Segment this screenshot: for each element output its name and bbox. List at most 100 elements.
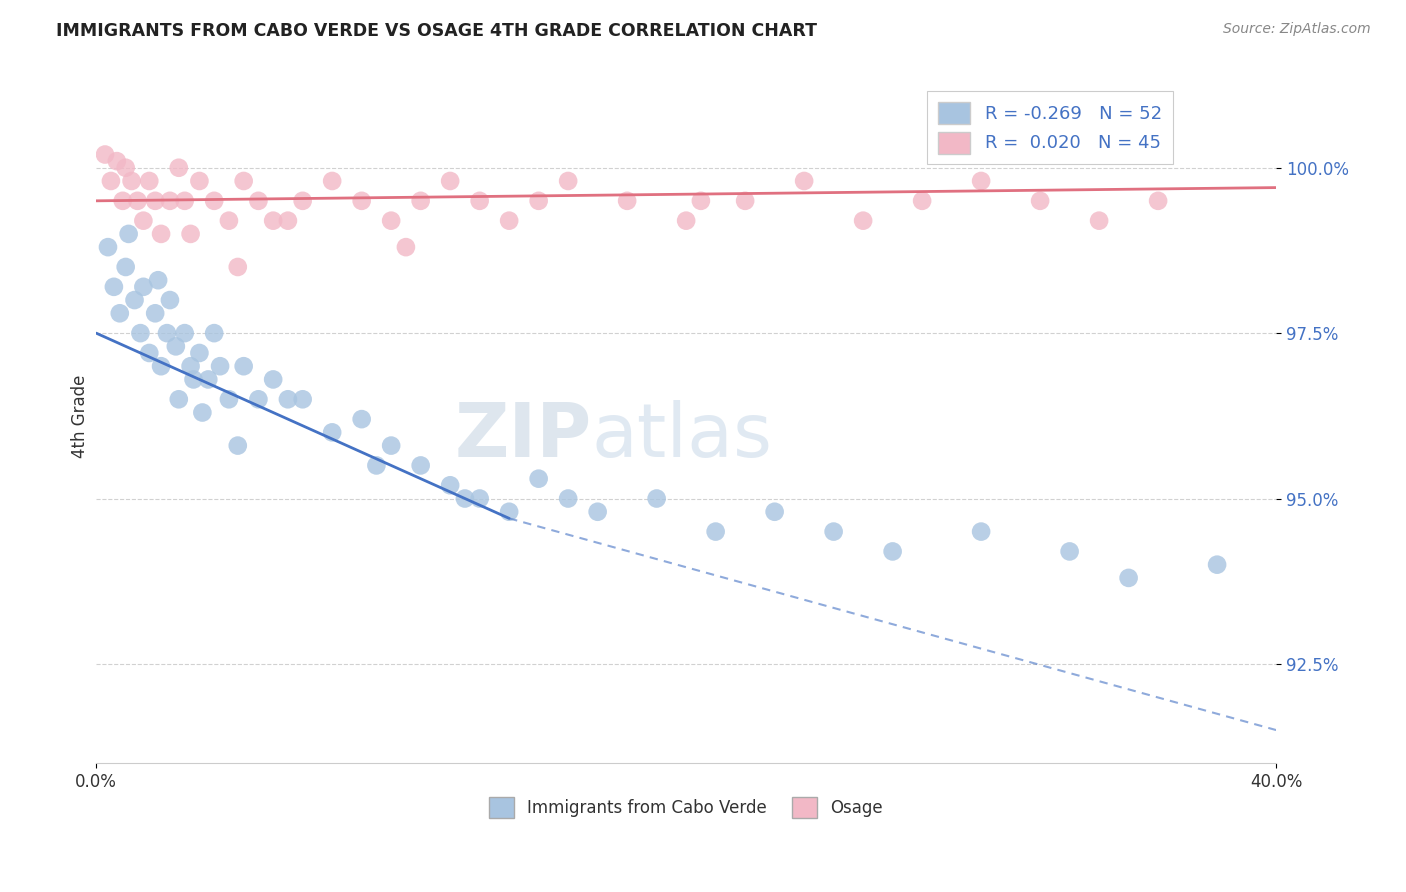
Point xyxy=(188,346,211,360)
Point xyxy=(970,524,993,539)
Point xyxy=(138,346,160,360)
Point xyxy=(911,194,934,208)
Point xyxy=(146,273,169,287)
Point xyxy=(557,174,579,188)
Point xyxy=(202,326,225,340)
Point xyxy=(366,458,388,473)
Point xyxy=(132,280,155,294)
Point xyxy=(121,174,143,188)
Point xyxy=(675,213,697,227)
Point xyxy=(439,478,461,492)
Point xyxy=(380,213,402,227)
Point xyxy=(350,412,373,426)
Point xyxy=(468,491,491,506)
Point xyxy=(277,213,299,227)
Point xyxy=(132,213,155,227)
Point xyxy=(409,194,432,208)
Point xyxy=(439,174,461,188)
Point xyxy=(1147,194,1170,208)
Point xyxy=(793,174,815,188)
Text: Source: ZipAtlas.com: Source: ZipAtlas.com xyxy=(1223,22,1371,37)
Point xyxy=(232,359,254,374)
Point xyxy=(94,147,117,161)
Point xyxy=(218,213,240,227)
Point xyxy=(291,392,314,407)
Point xyxy=(197,372,219,386)
Point xyxy=(1118,571,1140,585)
Point xyxy=(557,491,579,506)
Point xyxy=(704,524,727,539)
Point xyxy=(173,194,195,208)
Point xyxy=(127,194,149,208)
Point xyxy=(763,505,786,519)
Point xyxy=(380,439,402,453)
Point xyxy=(277,392,299,407)
Point xyxy=(159,293,181,307)
Point xyxy=(498,505,520,519)
Point xyxy=(103,280,125,294)
Point xyxy=(1029,194,1052,208)
Point xyxy=(111,194,134,208)
Text: ZIP: ZIP xyxy=(454,401,592,473)
Point xyxy=(143,194,166,208)
Point xyxy=(183,372,205,386)
Point xyxy=(156,326,179,340)
Point xyxy=(1059,544,1081,558)
Point xyxy=(188,174,211,188)
Legend: Immigrants from Cabo Verde, Osage: Immigrants from Cabo Verde, Osage xyxy=(482,790,890,824)
Point xyxy=(1088,213,1111,227)
Point xyxy=(247,392,270,407)
Text: IMMIGRANTS FROM CABO VERDE VS OSAGE 4TH GRADE CORRELATION CHART: IMMIGRANTS FROM CABO VERDE VS OSAGE 4TH … xyxy=(56,22,817,40)
Point xyxy=(167,161,190,175)
Point xyxy=(734,194,756,208)
Point xyxy=(180,227,202,241)
Point xyxy=(468,194,491,208)
Point xyxy=(138,174,160,188)
Point xyxy=(291,194,314,208)
Point xyxy=(645,491,668,506)
Point xyxy=(262,213,284,227)
Point xyxy=(202,194,225,208)
Point xyxy=(852,213,875,227)
Point xyxy=(180,359,202,374)
Point xyxy=(209,359,232,374)
Point xyxy=(114,161,136,175)
Point xyxy=(498,213,520,227)
Point xyxy=(527,194,550,208)
Point xyxy=(586,505,609,519)
Point xyxy=(100,174,122,188)
Point xyxy=(970,174,993,188)
Point xyxy=(321,425,343,440)
Point xyxy=(454,491,477,506)
Point xyxy=(143,306,166,320)
Point xyxy=(823,524,845,539)
Point xyxy=(226,439,249,453)
Point xyxy=(97,240,120,254)
Point xyxy=(129,326,152,340)
Point xyxy=(882,544,904,558)
Point xyxy=(150,227,173,241)
Point xyxy=(350,194,373,208)
Point xyxy=(150,359,173,374)
Point xyxy=(616,194,638,208)
Point xyxy=(114,260,136,274)
Point xyxy=(117,227,139,241)
Point xyxy=(409,458,432,473)
Point xyxy=(232,174,254,188)
Point xyxy=(1206,558,1229,572)
Point xyxy=(262,372,284,386)
Point xyxy=(689,194,711,208)
Point xyxy=(165,339,187,353)
Point xyxy=(108,306,131,320)
Point xyxy=(191,405,214,419)
Point xyxy=(105,154,128,169)
Point xyxy=(218,392,240,407)
Point xyxy=(226,260,249,274)
Text: atlas: atlas xyxy=(592,401,773,473)
Point xyxy=(124,293,146,307)
Point xyxy=(173,326,195,340)
Point xyxy=(321,174,343,188)
Point xyxy=(395,240,418,254)
Point xyxy=(527,472,550,486)
Point xyxy=(247,194,270,208)
